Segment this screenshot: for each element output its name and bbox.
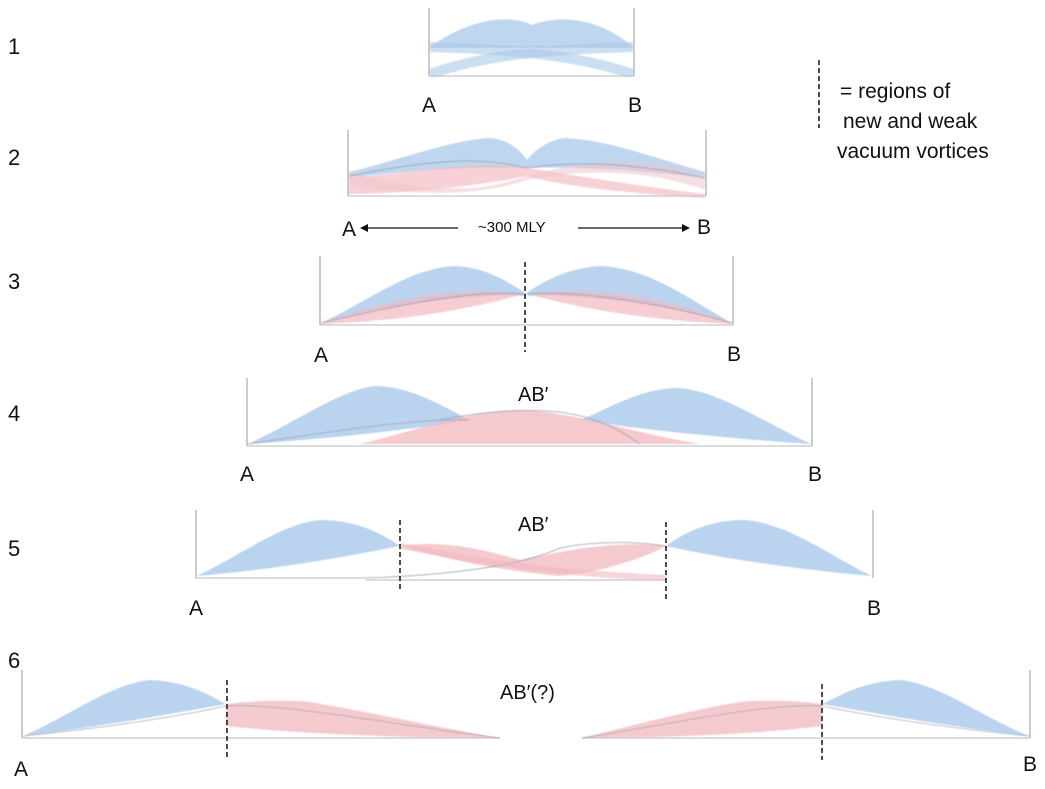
- stage-1: 1 A B: [8, 8, 642, 117]
- stage-1-frame: [428, 8, 635, 77]
- stage-6-number: 6: [8, 648, 20, 673]
- stage-2-distance-arrow: A ~300 MLY B: [342, 216, 711, 241]
- stage-5: 5 AB′ A B: [8, 510, 881, 620]
- stage-3: 3 A B: [8, 256, 741, 367]
- stage-1-vortices: [428, 19, 635, 79]
- stage-2: 2 A ~300 MLY B: [8, 130, 711, 241]
- stage-5-vortices: [197, 520, 872, 581]
- stage-2-number: 2: [8, 145, 20, 170]
- stage-5-center-label: AB′: [518, 514, 549, 536]
- stage-4-frame: [246, 378, 813, 447]
- stage-1-label-a: A: [422, 94, 436, 117]
- stage-6-vortices: [22, 680, 1030, 739]
- stage-4-label-b: B: [808, 463, 822, 486]
- stage-6-label-b: B: [1023, 753, 1037, 776]
- stage-6: 6 AB′(?) A B: [8, 648, 1037, 781]
- stage-4: 4 AB′ A B: [8, 378, 822, 486]
- stage-6-frame: [21, 670, 1031, 739]
- stage-2-distance: ~300 MLY: [478, 219, 546, 236]
- legend: = regions of new and weak vacuum vortice…: [818, 60, 989, 163]
- stage-3-label-a: A: [314, 344, 328, 367]
- stage-5-frame: [195, 510, 874, 581]
- stage-3-label-b: B: [727, 343, 741, 366]
- stage-2-frame: [347, 130, 707, 197]
- stage-4-vortices: [247, 386, 811, 445]
- legend-line-2: new and weak: [843, 110, 978, 133]
- stage-1-number: 1: [8, 34, 20, 59]
- stage-5-label-a: A: [189, 597, 203, 620]
- stage-4-label-a: A: [240, 463, 254, 486]
- stage-6-center-label: AB′(?): [500, 682, 555, 704]
- stage-6-label-a: A: [14, 758, 28, 781]
- stage-3-frame: [319, 256, 734, 326]
- stage-5-label-b: B: [867, 597, 881, 620]
- stage-5-number: 5: [8, 536, 20, 561]
- stage-3-number: 3: [8, 269, 20, 294]
- stage-2-label-b: B: [697, 216, 711, 239]
- stage-4-center-label: AB′: [518, 384, 549, 406]
- legend-line-3: vacuum vortices: [837, 140, 989, 163]
- stage-2-label-a: A: [342, 218, 356, 241]
- stage-2-vortices: [348, 138, 706, 198]
- stage-1-label-b: B: [628, 94, 642, 117]
- stage-4-number: 4: [8, 401, 20, 426]
- legend-line-1: = regions of: [840, 80, 950, 103]
- stage-3-vortices: [320, 266, 733, 324]
